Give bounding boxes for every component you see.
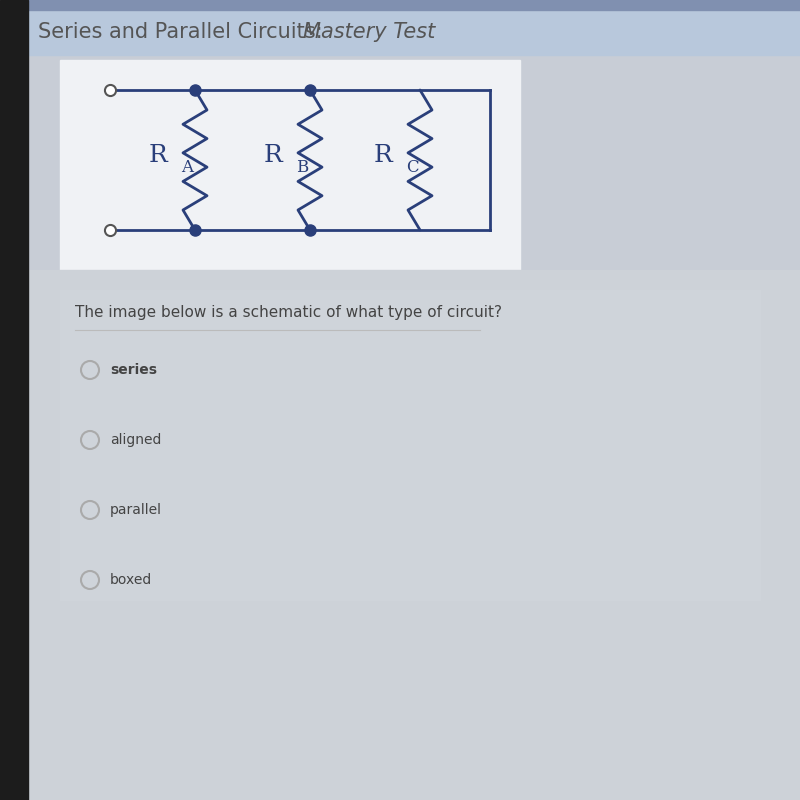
Text: parallel: parallel [110,503,162,517]
Text: R: R [263,143,282,166]
Text: series: series [110,363,157,377]
Text: R: R [374,143,392,166]
Bar [28,0,800,10]
Text: R: R [148,143,167,166]
Bar [28,0,800,55]
Text: The image below is a schematic of what type of circuit?: The image below is a schematic of what t… [75,305,502,319]
Text: C: C [406,159,418,177]
Text: Mastery Test: Mastery Test [303,22,435,42]
Bar [60,60,520,270]
Text: boxed: boxed [110,573,152,587]
Bar [28,270,800,800]
Text: Series and Parallel Circuits:: Series and Parallel Circuits: [38,22,330,42]
Text: B: B [296,159,308,177]
Text: aligned: aligned [110,433,162,447]
Bar [60,290,760,600]
Bar [0,0,28,800]
Text: A: A [181,159,193,177]
